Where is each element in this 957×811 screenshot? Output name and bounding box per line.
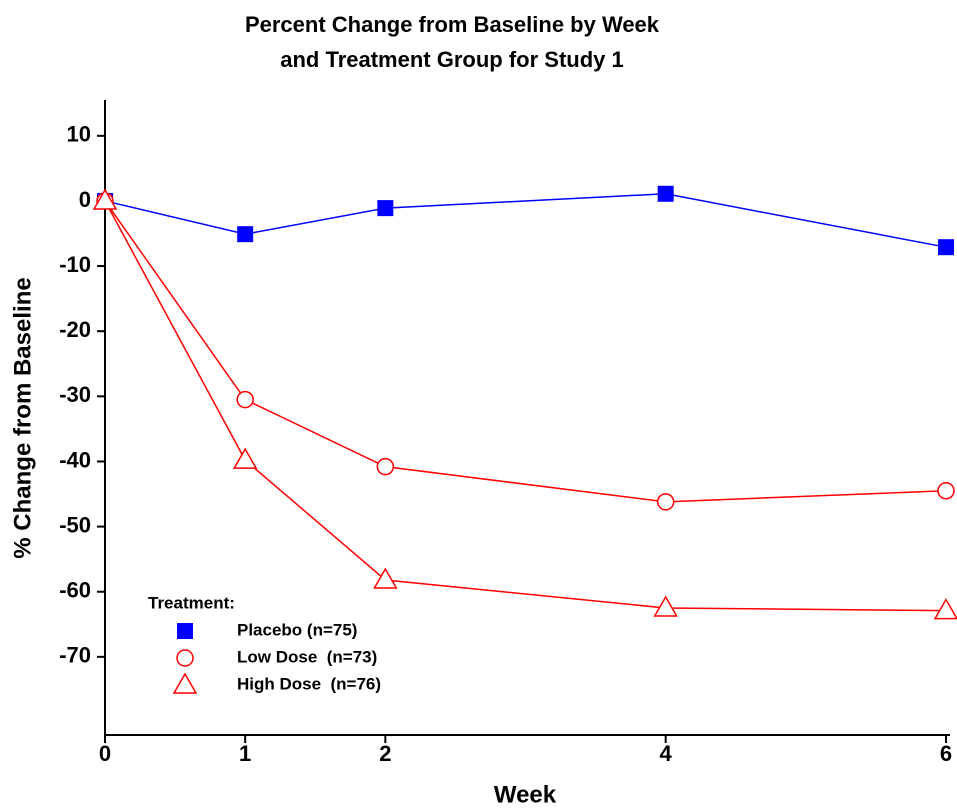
x-tick-label: 6 (940, 741, 952, 766)
data-point (938, 239, 954, 256)
data-point (937, 482, 955, 500)
data-point (657, 185, 674, 202)
legend-label: High Dose (n=76) (237, 674, 381, 693)
data-point (92, 188, 118, 210)
x-tick-label: 0 (99, 741, 111, 766)
y-tick-label: -50 (59, 512, 91, 537)
legend-marker (177, 623, 193, 639)
legend-title: Treatment: (148, 593, 235, 612)
x-tick-label: 2 (379, 741, 391, 766)
chart-title: and Treatment Group for Study 1 (280, 47, 623, 72)
series-line (104, 200, 947, 503)
data-point (933, 598, 957, 620)
data-point (656, 493, 675, 511)
x-tick-label: 4 (660, 741, 673, 766)
data-point (373, 567, 398, 589)
y-tick-label: 0 (79, 187, 91, 212)
data-point (236, 390, 254, 409)
legend-label: Low Dose (n=73) (237, 647, 377, 666)
x-axis-label: Week (494, 781, 557, 808)
data-point (237, 226, 254, 243)
y-axis-label: % Change from Baseline (9, 277, 36, 558)
chart-title: Percent Change from Baseline by Week (245, 12, 660, 37)
data-point (232, 447, 258, 469)
y-tick-label: 10 (67, 122, 91, 147)
legend-label: Placebo (n=75) (237, 620, 357, 639)
data-point (653, 595, 678, 617)
series-line (104, 193, 947, 248)
y-tick-label: -20 (59, 317, 91, 342)
data-point (377, 200, 394, 217)
series-line (104, 200, 947, 612)
y-tick-label: -70 (59, 643, 91, 668)
data-point (376, 457, 395, 476)
x-tick-label: 1 (239, 741, 251, 766)
legend-marker (172, 672, 198, 694)
y-tick-label: -40 (59, 447, 91, 472)
y-tick-label: -30 (59, 382, 91, 407)
y-tick-label: -10 (59, 252, 91, 277)
legend-marker (176, 649, 194, 667)
y-tick-label: -60 (59, 578, 91, 603)
